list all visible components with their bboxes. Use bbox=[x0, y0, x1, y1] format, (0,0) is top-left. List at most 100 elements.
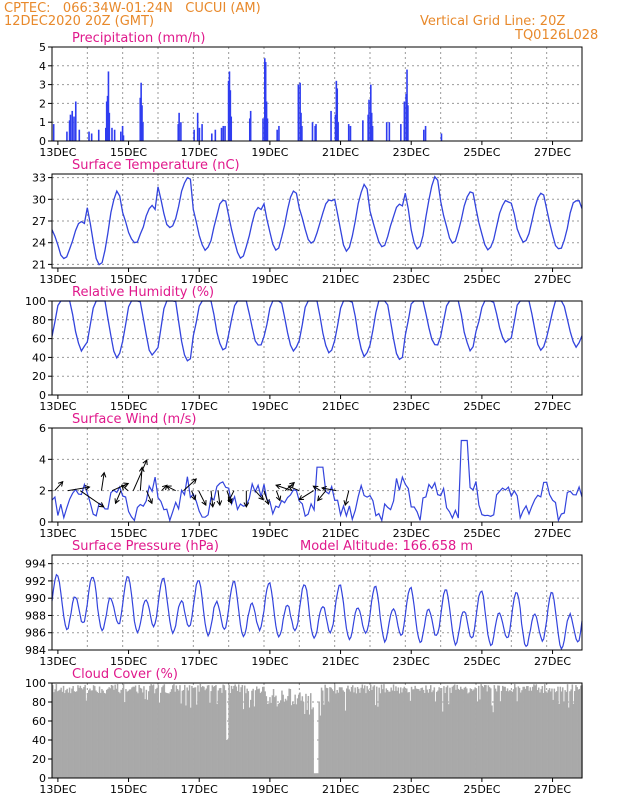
precipitation-bar bbox=[229, 90, 232, 141]
y-tick-label: 2 bbox=[39, 97, 46, 110]
cloud-cover-bar bbox=[575, 685, 577, 778]
cloud-cover-bar bbox=[310, 693, 312, 778]
cloud-cover-bar bbox=[355, 693, 358, 778]
precipitation-bar bbox=[424, 125, 427, 141]
cloud-cover-bar bbox=[548, 688, 551, 778]
cloud-cover-bar bbox=[98, 686, 101, 778]
cloud-cover-bar bbox=[122, 684, 125, 778]
cloud-cover-bar bbox=[377, 706, 379, 778]
cloud-cover-bar bbox=[522, 686, 524, 778]
cloud-cover-bar bbox=[449, 687, 451, 778]
precipitation-bar bbox=[220, 127, 223, 141]
cloud-cover-bar bbox=[535, 684, 538, 778]
cloud-cover-bar bbox=[319, 715, 322, 778]
cloud-cover-bar bbox=[246, 688, 248, 778]
cloud-cover-bar bbox=[84, 684, 86, 778]
cloud-cover-bar bbox=[292, 701, 294, 778]
wind-arrow-shaft bbox=[132, 459, 148, 491]
cloud-cover-bar bbox=[167, 693, 169, 778]
precipitation-bar bbox=[74, 101, 77, 141]
cloud-cover-bar bbox=[240, 687, 242, 778]
cloud-cover-bar bbox=[56, 691, 59, 778]
cloud-cover-bar bbox=[179, 685, 181, 778]
cloud-cover-bar bbox=[353, 692, 355, 778]
precipitation-bar bbox=[198, 127, 201, 141]
wind-arrow-head bbox=[100, 471, 107, 478]
y-tick-label: 40 bbox=[32, 351, 46, 364]
precipitation-bar bbox=[177, 124, 180, 141]
cloud-cover-bar bbox=[215, 685, 217, 778]
cloud-cover-bar bbox=[244, 685, 246, 778]
cloud-cover-bar bbox=[121, 689, 124, 778]
cloud-cover-bar bbox=[460, 686, 462, 778]
cloud-cover-bar bbox=[247, 691, 250, 778]
cloud-cover-bar bbox=[349, 691, 352, 778]
cloud-cover-bar bbox=[440, 688, 443, 778]
cloud-cover-bar bbox=[509, 690, 511, 778]
cloud-cover-bar bbox=[203, 686, 205, 778]
cloud-cover-bar bbox=[294, 694, 296, 778]
cloud-cover-bar bbox=[490, 688, 492, 778]
header-grid-note: Vertical Grid Line: 20Z bbox=[420, 14, 566, 29]
wind-arrow-head bbox=[227, 496, 233, 503]
panel-title: Surface Wind (m/s) bbox=[72, 412, 196, 427]
cloud-cover-bar bbox=[168, 693, 170, 778]
precipitation-bar bbox=[180, 122, 182, 141]
cloud-cover-bar bbox=[283, 701, 286, 778]
cloud-cover-bar bbox=[257, 689, 259, 778]
cloud-cover-bar bbox=[211, 685, 214, 778]
cloud-cover-bar bbox=[378, 687, 380, 778]
cloud-cover-bar bbox=[508, 691, 510, 778]
cloud-cover-bar bbox=[338, 687, 341, 778]
x-tick-label: 15DEC bbox=[110, 146, 147, 159]
x-tick-label: 17DEC bbox=[181, 527, 218, 540]
cloud-cover-bar bbox=[272, 689, 275, 778]
cloud-cover-bar bbox=[354, 687, 356, 778]
cloud-cover-bar bbox=[366, 686, 368, 778]
cloud-cover-bar bbox=[77, 685, 79, 778]
cloud-cover-bar bbox=[52, 685, 54, 778]
cloud-cover-bar bbox=[427, 692, 430, 778]
x-tick-label: 13DEC bbox=[39, 783, 76, 796]
x-tick-label: 19DEC bbox=[251, 783, 288, 796]
cloud-cover-bar bbox=[120, 689, 122, 778]
cloud-cover-bar bbox=[155, 689, 157, 778]
x-tick-label: 19DEC bbox=[251, 273, 288, 286]
cloud-cover-bar bbox=[280, 700, 282, 778]
cloud-cover-bar bbox=[532, 686, 534, 778]
cloud-cover-bar bbox=[230, 685, 233, 778]
cloud-cover-bar bbox=[569, 691, 571, 778]
cloud-cover-bar bbox=[282, 694, 284, 778]
cloud-cover-bar bbox=[426, 689, 428, 778]
precipitation-bar bbox=[300, 112, 302, 141]
cloud-cover-bar bbox=[200, 687, 203, 778]
cloud-cover-bar bbox=[559, 686, 562, 778]
cloud-cover-bar bbox=[528, 690, 530, 778]
header-code: TQ0126L028 bbox=[515, 28, 599, 43]
cloud-cover-bar bbox=[452, 685, 455, 778]
cloud-cover-bar bbox=[306, 709, 308, 778]
cloud-cover-bar bbox=[145, 689, 148, 778]
x-tick-label: 21DEC bbox=[322, 655, 359, 668]
cloud-cover-bar bbox=[340, 687, 342, 778]
cloud-cover-bar bbox=[269, 697, 271, 778]
cloud-cover-bar bbox=[433, 687, 436, 778]
cloud-cover-bar bbox=[341, 687, 343, 778]
x-tick-label: 17DEC bbox=[181, 400, 218, 413]
cloud-cover-bar bbox=[576, 687, 578, 778]
cloud-cover-bar bbox=[547, 689, 550, 778]
x-tick-label: 25DEC bbox=[463, 527, 500, 540]
cloud-cover-bar bbox=[529, 687, 532, 778]
x-tick-label: 21DEC bbox=[322, 400, 359, 413]
cloud-cover-bar bbox=[226, 740, 228, 778]
wind-arrow-shaft bbox=[275, 490, 281, 501]
x-tick-label: 17DEC bbox=[181, 783, 218, 796]
cloud-cover-bar bbox=[308, 714, 311, 778]
cloud-cover-bar bbox=[287, 696, 289, 778]
cloud-cover-bar bbox=[160, 692, 162, 778]
cloud-cover-bar bbox=[223, 685, 226, 778]
cloud-cover-bar bbox=[524, 688, 527, 778]
cloud-cover-bar bbox=[391, 690, 394, 778]
cloud-cover-bar bbox=[385, 688, 388, 778]
precipitation-bar bbox=[337, 122, 339, 141]
